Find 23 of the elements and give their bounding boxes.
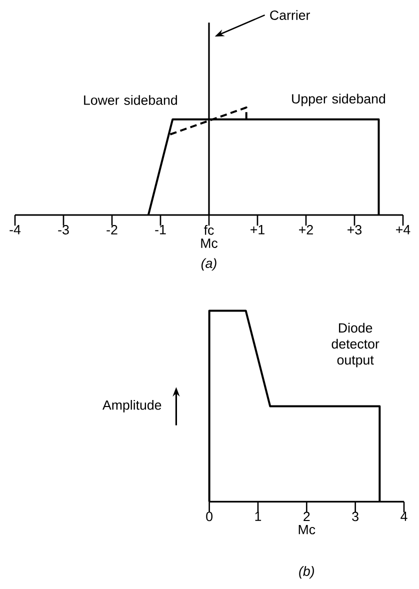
text: (a) [202, 258, 216, 271]
x-tick-label: -3 [58, 225, 69, 234]
x-tick-label: 3 [352, 512, 359, 522]
y-axis-title: Amplitude [102, 400, 162, 412]
x-tick-label: fc [204, 225, 214, 235]
x-tick-label: +3 [348, 225, 362, 234]
x-tick-label: 4 [400, 512, 408, 521]
x-tick-label: +4 [396, 225, 410, 234]
x-tick-label: -4 [10, 225, 21, 234]
x-tick-label: -1 [155, 225, 166, 234]
ref-line-label: Carrier [270, 10, 310, 20]
text: Lower sideband [84, 95, 178, 105]
x-tick-label: +2 [299, 225, 314, 234]
x-tick-label: +1 [250, 225, 265, 234]
text: (b) [299, 566, 314, 579]
x-tick-label: 0 [206, 512, 213, 522]
x-tick-label: 2 [304, 512, 310, 522]
x-tick-label: 1 [255, 512, 262, 521]
x-axis-title: Mc [201, 238, 218, 248]
text: Upper sideband [292, 94, 386, 106]
annotation: Diode detector output [332, 322, 380, 368]
x-tick-label: -2 [106, 225, 118, 234]
x-axis-title: Mc [298, 524, 316, 534]
